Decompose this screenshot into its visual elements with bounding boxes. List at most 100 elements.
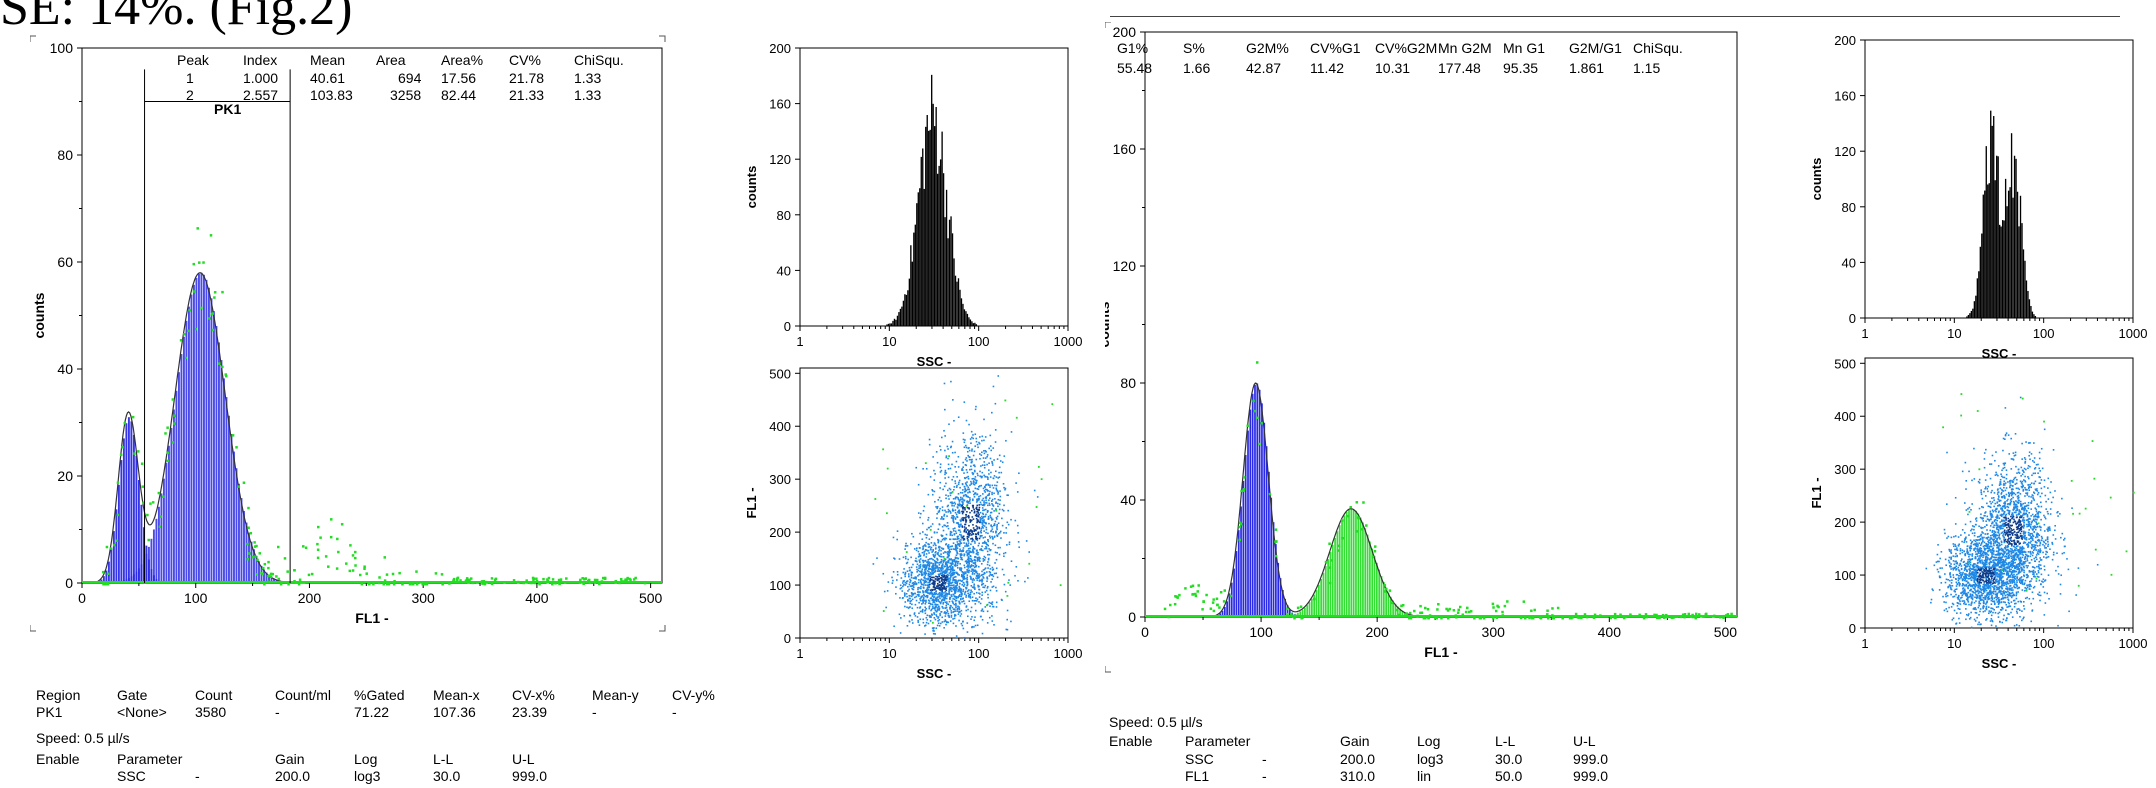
data-point [483, 582, 487, 586]
scatter-point [992, 575, 995, 578]
scatter-point [918, 573, 920, 576]
scatter-point [981, 609, 983, 612]
scatter-point [2010, 611, 2012, 614]
scatter-point [964, 477, 967, 480]
scatter-point [949, 577, 952, 579]
scatter-point [1977, 623, 1979, 626]
scatter-point [951, 478, 953, 481]
g2m-bar [1373, 555, 1376, 617]
scatter-point [940, 518, 942, 520]
scatter-point [1987, 505, 1990, 508]
scatter-point [925, 572, 928, 575]
scatter-point [943, 524, 946, 527]
scatter-point [940, 592, 942, 594]
scatter-point [948, 554, 951, 556]
scatter-point [1997, 511, 2000, 514]
scatter-point [939, 463, 942, 466]
data-point [1530, 609, 1533, 613]
scatter-point [939, 612, 941, 615]
scatter-point [2013, 539, 2016, 542]
scatter-point [1937, 571, 1940, 573]
scatter-point [956, 537, 959, 540]
scatter-point [939, 573, 941, 575]
scatter-point [1932, 589, 1934, 592]
scatter-point [976, 488, 979, 490]
scatter-point [1975, 597, 1978, 600]
scatter-point [2063, 537, 2066, 540]
scatter-point [1996, 541, 1999, 544]
scatter-point [1973, 587, 1976, 590]
data-point [1522, 600, 1526, 603]
scatter-point [951, 595, 953, 598]
scatter-point [978, 601, 980, 603]
scatter-point [981, 522, 984, 524]
peak-2-bar [225, 397, 228, 583]
scatter-point [989, 516, 992, 519]
scatter-point [957, 543, 959, 546]
scatter-point [910, 585, 913, 588]
scatter-point [986, 622, 989, 624]
scatter-point [978, 485, 981, 487]
scatter-point [972, 480, 975, 482]
g2m-bar [1297, 612, 1299, 617]
scatter-point [1999, 576, 2002, 579]
data-point [268, 574, 271, 577]
scatter-point [1981, 578, 1983, 581]
scatter-point [938, 619, 941, 621]
scatter-point [1984, 580, 1987, 583]
scatter-point [946, 573, 949, 576]
scatter-point [933, 556, 936, 559]
histogram-bar [2022, 249, 2025, 318]
scatter-point [969, 610, 972, 613]
scatter-point [931, 607, 934, 609]
scatter-point [2038, 560, 2041, 563]
scatter-point [971, 448, 973, 451]
scatter-point [1955, 588, 1958, 590]
histogram-bar [2025, 280, 2028, 318]
data-point [456, 579, 459, 583]
scatter-point [982, 549, 984, 552]
scatter-point [938, 607, 941, 610]
scatter-point [942, 488, 944, 491]
scatter-point [1008, 543, 1011, 546]
scatter-point [952, 569, 954, 572]
scatter-point [2037, 491, 2040, 494]
scatter-point [974, 603, 977, 605]
scatter-point [959, 548, 961, 551]
scatter-point [2041, 580, 2043, 583]
scatter-point [1981, 570, 1983, 573]
scatter-point [2010, 588, 2012, 590]
data-point [643, 581, 647, 585]
scatter-point [975, 597, 977, 600]
scatter-point [2015, 594, 2018, 597]
data-point [1722, 616, 1725, 619]
histogram-bar [1978, 271, 1980, 318]
left-peak-cell: 21.78 [509, 70, 545, 86]
scatter-point [931, 603, 934, 606]
data-point [1324, 560, 1328, 564]
scatter-point [955, 597, 958, 600]
scatter-point [2009, 570, 2011, 572]
outlier-point [1037, 465, 1040, 468]
scatter-point [986, 576, 988, 579]
data-point [531, 576, 535, 580]
scatter-point [960, 609, 963, 612]
scatter-point [937, 593, 939, 596]
scatter-point [906, 545, 909, 547]
data-point [1683, 615, 1686, 619]
g1-bar [1256, 383, 1259, 617]
scatter-point [924, 633, 926, 635]
histogram-bar [922, 148, 924, 326]
data-point [401, 583, 404, 586]
data-point [1446, 617, 1450, 620]
scatter-point [2002, 601, 2005, 603]
scatter-point [923, 545, 925, 547]
scatter-point [965, 609, 968, 612]
scatter-point [965, 581, 968, 583]
scatter-point [939, 584, 941, 586]
region-cell: - [672, 704, 677, 720]
scatter-point [982, 576, 984, 578]
scatter-point [2029, 465, 2031, 468]
scatter-point [1943, 528, 1946, 531]
scatter-point [943, 574, 946, 576]
